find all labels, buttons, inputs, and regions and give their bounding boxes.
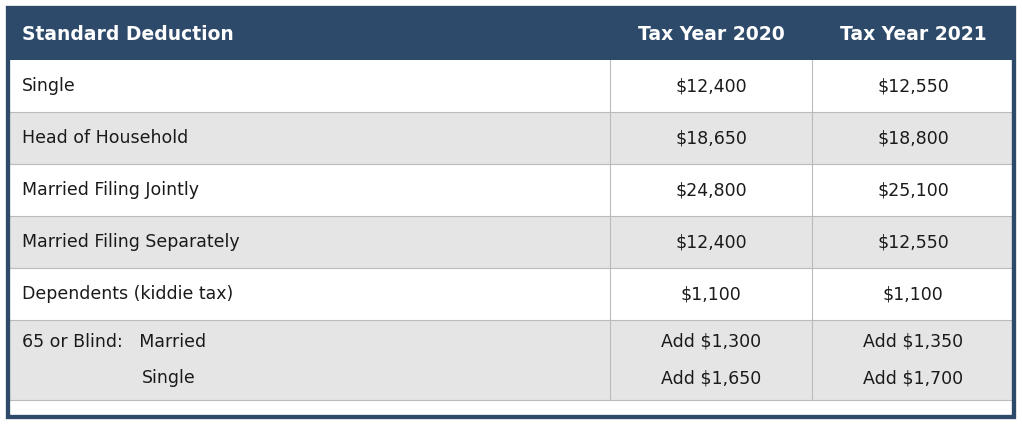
- Text: Tax Year 2020: Tax Year 2020: [638, 25, 784, 43]
- Text: $12,400: $12,400: [676, 233, 747, 251]
- Text: $1,100: $1,100: [681, 285, 741, 303]
- Text: $1,100: $1,100: [883, 285, 943, 303]
- Text: Tax Year 2021: Tax Year 2021: [840, 25, 986, 43]
- Text: $25,100: $25,100: [877, 181, 948, 199]
- Bar: [8, 164, 1014, 216]
- Text: Add $1,350: Add $1,350: [863, 333, 963, 351]
- Text: $12,400: $12,400: [676, 77, 747, 95]
- Text: Standard Deduction: Standard Deduction: [22, 25, 234, 43]
- Text: Single: Single: [142, 369, 196, 388]
- Text: Dependents (kiddie tax): Dependents (kiddie tax): [22, 285, 233, 303]
- Text: Single: Single: [22, 77, 76, 95]
- Bar: [8, 112, 1014, 164]
- Text: $12,550: $12,550: [877, 233, 948, 251]
- Text: $24,800: $24,800: [676, 181, 747, 199]
- Text: Add $1,300: Add $1,300: [661, 333, 761, 351]
- Bar: [8, 268, 1014, 320]
- Bar: [8, 320, 1014, 400]
- Text: Add $1,650: Add $1,650: [661, 369, 761, 388]
- Text: $12,550: $12,550: [877, 77, 948, 95]
- Bar: [8, 60, 1014, 112]
- Bar: [8, 8, 1014, 60]
- Text: Married Filing Jointly: Married Filing Jointly: [22, 181, 199, 199]
- Text: $18,800: $18,800: [877, 129, 948, 147]
- Text: $18,650: $18,650: [676, 129, 747, 147]
- Text: Add $1,700: Add $1,700: [863, 369, 963, 388]
- Text: 65 or Blind:   Married: 65 or Blind: Married: [22, 333, 206, 351]
- Text: Married Filing Separately: Married Filing Separately: [22, 233, 239, 251]
- Bar: [8, 216, 1014, 268]
- Text: Head of Household: Head of Household: [22, 129, 188, 147]
